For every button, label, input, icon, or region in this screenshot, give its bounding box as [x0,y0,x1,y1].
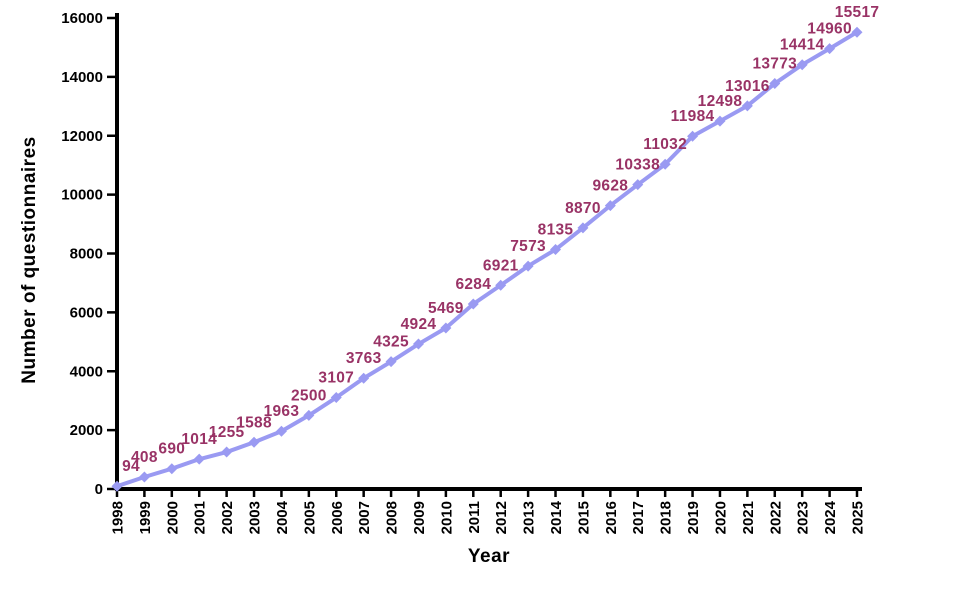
y-tick-label: 8000 [70,246,103,263]
data-label: 4325 [373,334,409,351]
x-tick-label: 2004 [274,500,291,534]
data-label: 10338 [615,157,660,174]
data-point-marker [769,78,781,90]
x-tick-label: 2025 [850,501,867,534]
data-point-marker [248,436,260,448]
data-point-marker [577,222,589,234]
data-point-marker [796,59,808,71]
data-point-marker [604,200,616,212]
data-label: 14414 [780,37,825,54]
data-point-marker [111,480,123,492]
x-tick-label: 2017 [630,501,647,534]
data-label: 2500 [291,387,327,404]
y-tick-label: 12000 [61,128,103,145]
data-label: 13773 [752,56,797,73]
data-label: 11984 [671,108,715,125]
x-tick-label: 1999 [137,501,154,534]
y-tick-label: 16000 [61,10,103,27]
x-tick-label: 2015 [575,501,592,534]
data-label: 7573 [510,238,546,255]
data-label: 8870 [565,200,601,217]
data-point-marker [303,409,315,421]
y-tick-label: 4000 [70,363,103,380]
y-tick-label: 10000 [61,187,103,204]
data-label: 94 [122,458,140,475]
data-label: 13016 [725,78,770,95]
y-tick-label: 2000 [70,422,103,439]
x-tick-label: 2013 [521,501,538,534]
x-tick-label: 2001 [192,501,209,534]
x-tick-label: 2024 [822,500,839,534]
data-point-marker [824,43,836,55]
x-tick-label: 2007 [356,501,373,534]
data-label: 1963 [264,403,300,420]
data-label: 8135 [538,222,574,239]
x-tick-label: 2014 [548,500,565,534]
y-tick-label: 6000 [70,304,103,321]
y-tick-label: 14000 [61,69,103,86]
data-label: 4924 [401,316,437,333]
data-point-marker [714,115,726,127]
data-point-marker [138,471,150,483]
data-label: 14960 [807,21,852,38]
data-label: 9628 [592,178,628,195]
data-point-marker [851,26,863,38]
data-label: 408 [131,449,158,466]
data-label: 690 [158,441,185,458]
data-point-marker [275,425,287,437]
x-tick-label: 2003 [247,501,264,534]
data-point-marker [550,244,562,256]
x-tick-label: 2011 [466,501,483,534]
data-label: 3763 [346,350,382,367]
data-point-marker [687,130,699,142]
data-label: 1014 [181,431,217,448]
data-point-marker [741,100,753,112]
data-label: 12498 [698,93,743,110]
x-tick-label: 2002 [219,501,236,534]
data-point-marker [659,158,671,170]
x-tick-label: 1998 [110,501,127,534]
data-label: 6284 [455,276,491,293]
data-label: 11032 [643,136,687,153]
x-tick-label: 2021 [740,501,757,534]
data-label: 5469 [428,300,464,317]
x-tick-label: 2000 [164,501,181,534]
x-tick-label: 2009 [411,501,428,534]
x-tick-label: 2010 [438,501,455,534]
data-point-marker [193,453,205,465]
data-point-marker [412,338,424,350]
data-label: 3107 [318,370,354,387]
data-point-marker [358,372,370,384]
data-point-marker [440,322,452,334]
x-tick-label: 2008 [384,501,401,534]
x-tick-label: 2012 [493,501,510,534]
y-axis-title: Number of questionnaires [19,136,40,384]
x-tick-label: 2006 [329,501,346,534]
x-tick-label: 2019 [685,501,702,534]
data-point-marker [385,356,397,368]
data-point-marker [221,446,233,458]
data-label: 6921 [483,257,519,274]
data-point-marker [495,279,507,291]
data-point-marker [467,298,479,310]
data-point-marker [330,392,342,404]
x-tick-label: 2022 [767,501,784,534]
data-point-marker [166,463,178,475]
x-axis-title: Year [467,546,511,567]
x-tick-label: 2016 [603,501,620,534]
x-tick-label: 2020 [712,501,729,534]
x-tick-label: 2005 [301,501,318,534]
x-tick-label: 2023 [795,501,812,534]
data-point-marker [632,179,644,191]
data-label: 15517 [835,4,880,21]
series-line [115,30,859,489]
y-tick-label: 0 [95,481,103,498]
data-label: 1588 [236,414,272,431]
data-point-marker [522,260,534,272]
x-tick-label: 2018 [658,501,675,534]
data-label: 1255 [209,424,245,441]
